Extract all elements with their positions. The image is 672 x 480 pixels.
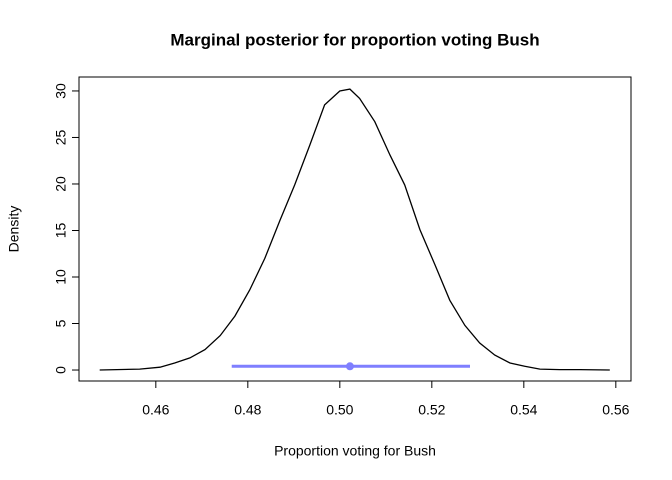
- point-estimate: [345, 362, 354, 371]
- x-tick-label: 0.46: [142, 402, 169, 418]
- y-tick-label: 20: [53, 176, 69, 192]
- x-tick-label: 0.54: [510, 402, 537, 418]
- y-tick-label: 10: [53, 269, 69, 285]
- y-tick-label: 0: [53, 366, 69, 374]
- y-tick-label: 30: [53, 83, 69, 99]
- x-tick-label: 0.48: [234, 402, 261, 418]
- x-tick-label: 0.56: [602, 402, 629, 418]
- y-tick-label: 25: [53, 129, 69, 145]
- y-tick-label: 15: [53, 222, 69, 238]
- chart-title: Marginal posterior for proportion voting…: [170, 30, 539, 49]
- density-line: [99, 88, 610, 371]
- y-tick-label: 5: [53, 319, 69, 327]
- x-tick-label: 0.52: [418, 402, 445, 418]
- plot-frame: [78, 76, 632, 382]
- x-tick-label: 0.50: [326, 402, 353, 418]
- y-axis-label: Density: [6, 206, 22, 253]
- x-axis-label: Proportion voting for Bush: [274, 443, 436, 459]
